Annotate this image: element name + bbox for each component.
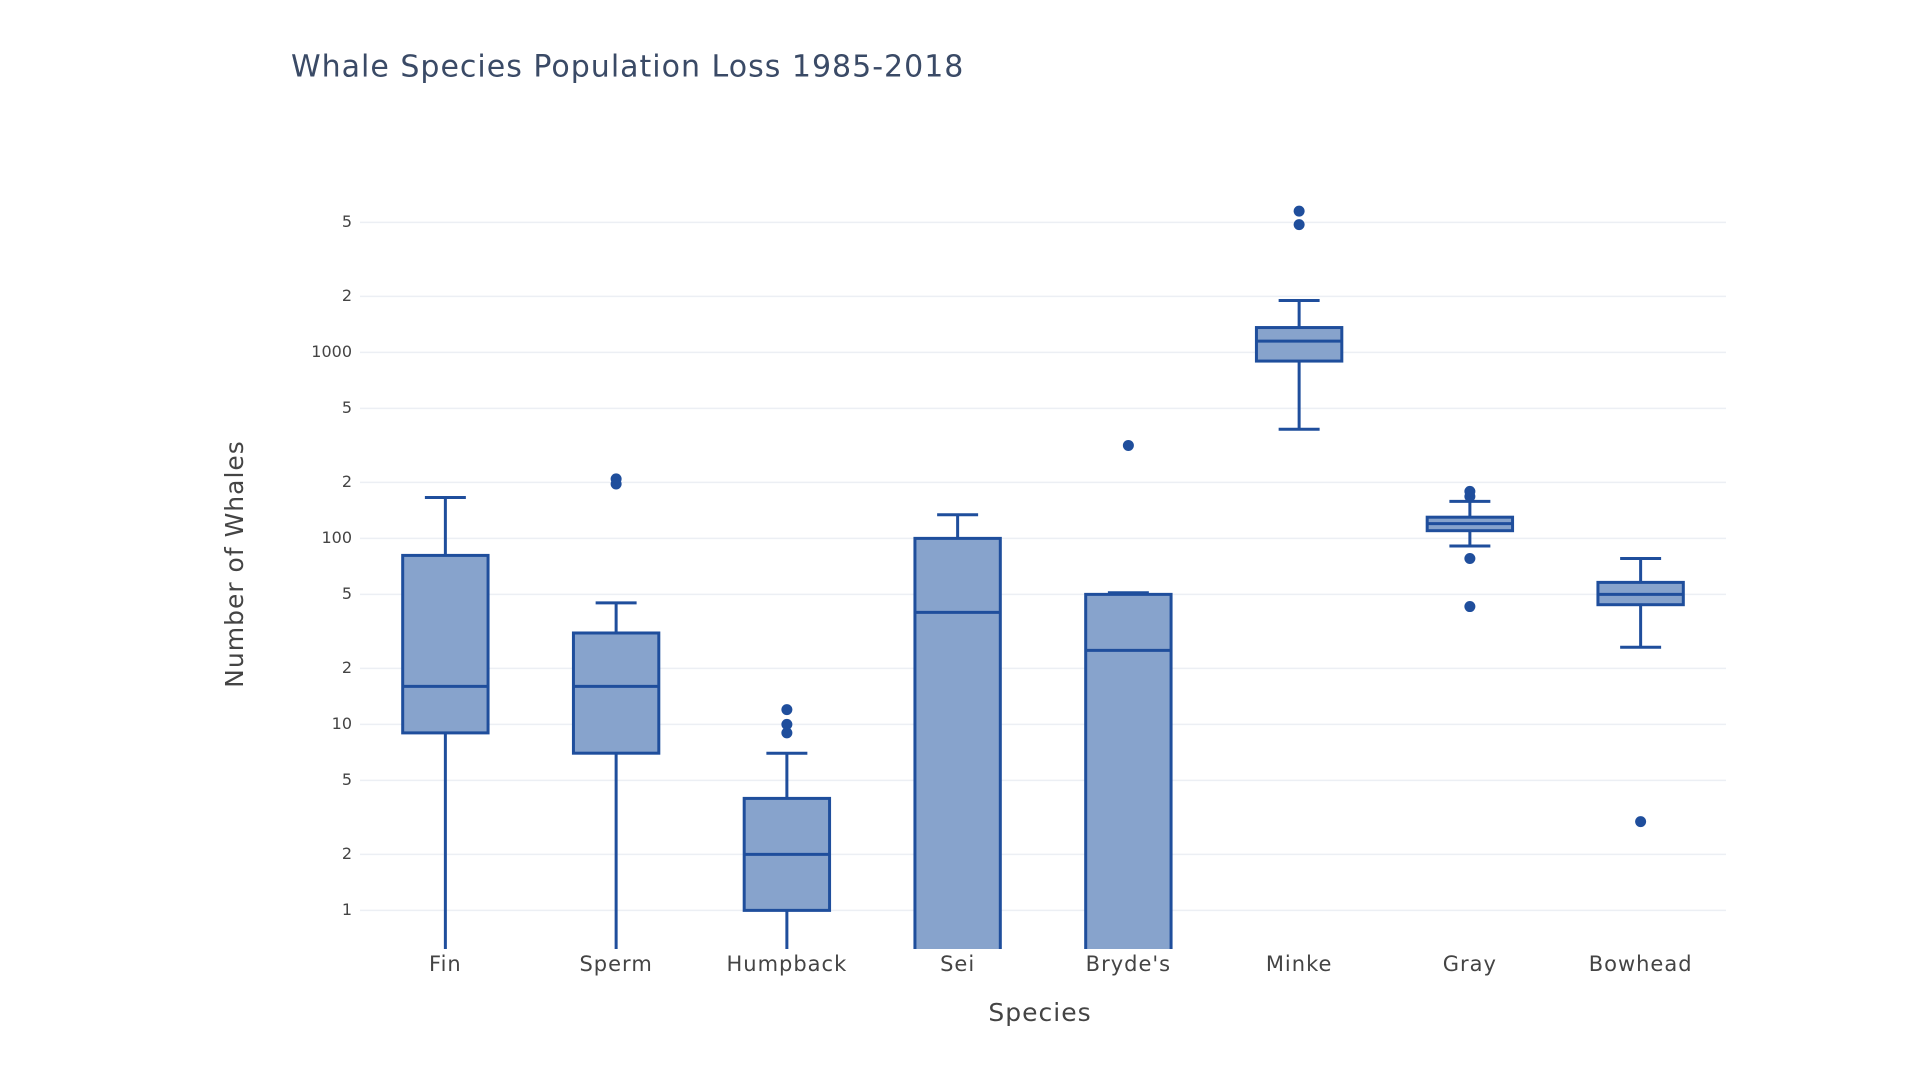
box (401, 553, 490, 735)
x-tick-label: Gray (1443, 952, 1497, 976)
y-tick-label: 5 (342, 584, 352, 603)
outlier (1293, 219, 1305, 231)
y-tick-label: 100 (321, 528, 352, 547)
box (1084, 592, 1173, 949)
y-tick-label: 5 (342, 770, 352, 789)
outlier (1464, 552, 1476, 564)
y-tick-label: 2 (342, 658, 352, 677)
outlier (781, 727, 793, 739)
outlier (781, 718, 793, 730)
x-tick-label: Bowhead (1589, 952, 1693, 976)
y-tick-label: 1000 (311, 342, 352, 361)
y-tick-label: 2 (342, 286, 352, 305)
outlier (1122, 439, 1134, 451)
outlier (1464, 485, 1476, 497)
y-axis-title: Number of Whales (220, 440, 249, 688)
outlier (781, 704, 793, 716)
plot-area (401, 205, 1685, 949)
y-tick-label: 2 (342, 472, 352, 491)
grid (360, 221, 1726, 912)
outlier (610, 473, 622, 485)
y-tick-label: 1 (342, 900, 352, 919)
x-tick-label: Sei (940, 952, 975, 976)
y-tick-label: 5 (342, 398, 352, 417)
outlier (1464, 601, 1476, 613)
x-tick-label: Fin (429, 952, 462, 976)
x-tick-label: Sperm (579, 952, 652, 976)
x-tick-label: Bryde's (1086, 952, 1171, 976)
y-tick-label: 2 (342, 844, 352, 863)
box (913, 536, 1002, 949)
x-tick-label: Minke (1266, 952, 1333, 976)
x-axis-title: Species (988, 998, 1091, 1027)
box (1254, 326, 1344, 363)
chart-title: Whale Species Population Loss 1985-2018 (291, 50, 964, 85)
box (571, 631, 661, 755)
x-tick-label: Humpback (726, 952, 847, 976)
outlier (1635, 816, 1647, 828)
y-tick-label: 5 (342, 212, 352, 231)
outlier (1293, 205, 1305, 217)
y-tick-label: 10 (332, 714, 352, 733)
